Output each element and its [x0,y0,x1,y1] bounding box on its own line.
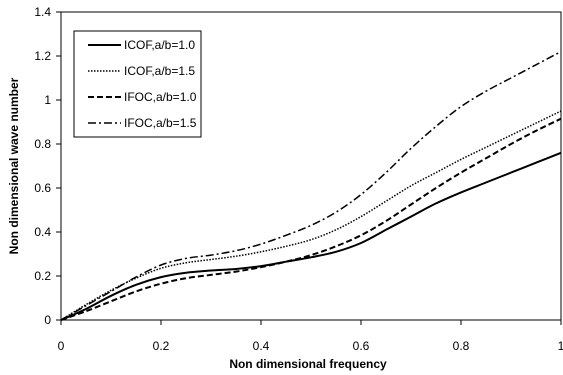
legend-label-ifoc-1.5: IFOC,a/b=1.5 [124,116,197,130]
legend-item-ifoc-1.0: IFOC,a/b=1.0 [88,90,197,104]
legend-box [73,30,202,138]
x-tick-label: 0.8 [453,339,470,353]
x-tick-label: 0.2 [153,339,170,353]
x-tick-label: 0 [58,339,65,353]
y-tick-label: 0.8 [34,137,51,151]
x-axis-title: Non dimensional frequency [229,357,387,371]
y-tick-label: 1 [44,93,51,107]
series-line-3 [60,50,562,321]
legend-label-icof-1.0: ICOF,a/b=1.0 [124,38,195,52]
y-tick-label: 0.6 [34,181,51,195]
legend-label-icof-1.5: ICOF,a/b=1.5 [124,64,195,78]
plot-frame [60,11,562,321]
series-line-2 [60,117,562,321]
x-tick-label: 0.4 [253,339,270,353]
legend-item-ifoc-1.5: IFOC,a/b=1.5 [88,116,197,130]
series-line-0 [60,151,562,321]
series-lines [60,50,562,321]
legend-item-icof-1.5: ICOF,a/b=1.5 [88,64,195,78]
y-axis-ticks: 0 0.2 0.4 0.6 0.8 1 1.2 1.4 [34,5,61,327]
y-tick-label: 1.2 [34,49,51,63]
plot-border [60,11,562,321]
x-axis-ticks: 0 0.2 0.4 0.6 0.8 1 [58,320,563,353]
legend-item-icof-1.0: ICOF,a/b=1.0 [88,38,195,52]
series-line-1 [60,110,562,321]
x-tick-label: 1 [558,339,563,353]
y-tick-label: 0.2 [34,269,51,283]
legend-label-ifoc-1.0: IFOC,a/b=1.0 [124,90,197,104]
x-tick-label: 0.6 [353,339,370,353]
y-tick-label: 1.4 [34,5,51,19]
y-tick-label: 0 [44,313,51,327]
legend: ICOF,a/b=1.0 ICOF,a/b=1.5 IFOC,a/b=1.0 I… [73,30,202,138]
y-tick-label: 0.4 [34,225,51,239]
y-axis-title: Non dimensional wave number [7,77,21,254]
